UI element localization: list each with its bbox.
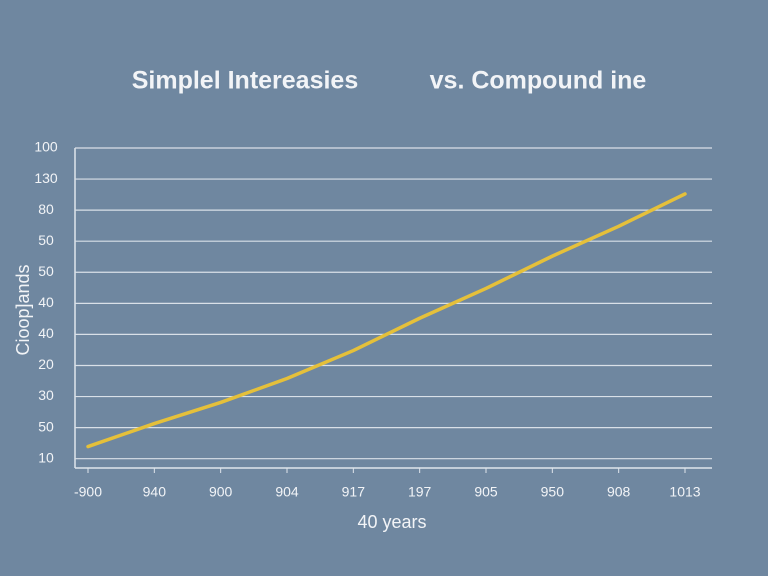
y-tick-label: 130 [34, 170, 58, 186]
y-tick-label: 40 [38, 325, 54, 341]
x-tick-label: 197 [408, 484, 432, 500]
x-tick-label: 940 [143, 484, 167, 500]
y-tick-label: 10 [38, 449, 54, 465]
x-tick-label: 908 [607, 484, 631, 500]
y-tick-label: 20 [38, 356, 54, 372]
x-tick-label: 917 [342, 484, 366, 500]
x-tick-label: 900 [209, 484, 233, 500]
y-axis-label: Cioop]ands [13, 264, 33, 355]
chart-title: vs. Compound ine [430, 67, 647, 95]
y-tick-label: 50 [38, 418, 54, 434]
line [86, 192, 687, 449]
x-tick-label: 905 [474, 484, 498, 500]
y-tick-label: 30 [38, 387, 54, 403]
y-tick-label: 50 [38, 232, 54, 248]
x-tick-label: -900 [74, 484, 102, 500]
x-axis-label: 40 years [357, 512, 426, 532]
y-tick-label: 80 [38, 201, 54, 217]
y-tick-label: 40 [38, 294, 54, 310]
chart-title: Simplel Intereasies [132, 67, 359, 95]
y-tick-label: 100 [34, 139, 58, 155]
x-tick-label: 1013 [669, 484, 700, 500]
x-tick-label: 904 [275, 484, 299, 500]
x-tick-label: 950 [541, 484, 565, 500]
y-tick-label: 50 [38, 263, 54, 279]
